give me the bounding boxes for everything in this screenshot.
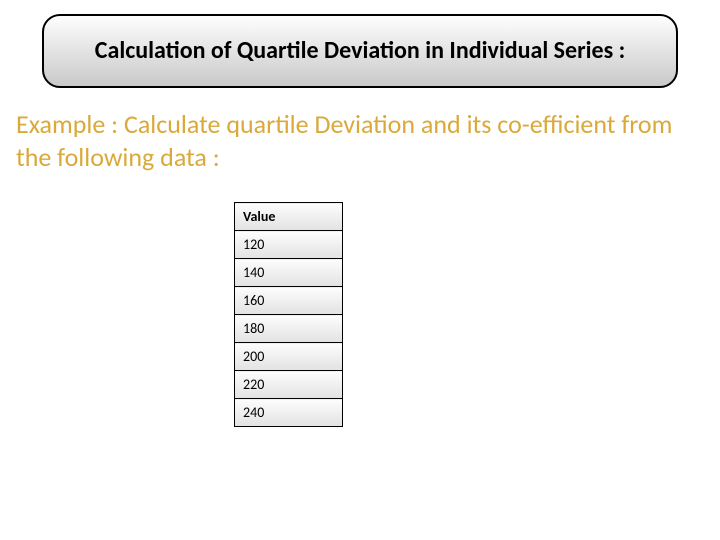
- table-row: 180: [235, 315, 343, 343]
- table-header-row: Value: [235, 203, 343, 231]
- table-row: 200: [235, 343, 343, 371]
- table-row: 140: [235, 259, 343, 287]
- table-cell: 160: [235, 287, 343, 315]
- title-box: Calculation of Quartile Deviation in Ind…: [42, 14, 678, 88]
- table-cell: 240: [235, 399, 343, 427]
- title-text: Calculation of Quartile Deviation in Ind…: [95, 37, 625, 66]
- table-cell: 180: [235, 315, 343, 343]
- table-row: 120: [235, 231, 343, 259]
- table-cell: 120: [235, 231, 343, 259]
- table-cell: 200: [235, 343, 343, 371]
- table-row: 220: [235, 371, 343, 399]
- table-row: 240: [235, 399, 343, 427]
- value-table: Value 120 140 160 180 200 220 240: [234, 202, 343, 427]
- table-row: 160: [235, 287, 343, 315]
- table-header: Value: [235, 203, 343, 231]
- table-cell: 140: [235, 259, 343, 287]
- example-text: Example : Calculate quartile Deviation a…: [16, 108, 706, 173]
- table-cell: 220: [235, 371, 343, 399]
